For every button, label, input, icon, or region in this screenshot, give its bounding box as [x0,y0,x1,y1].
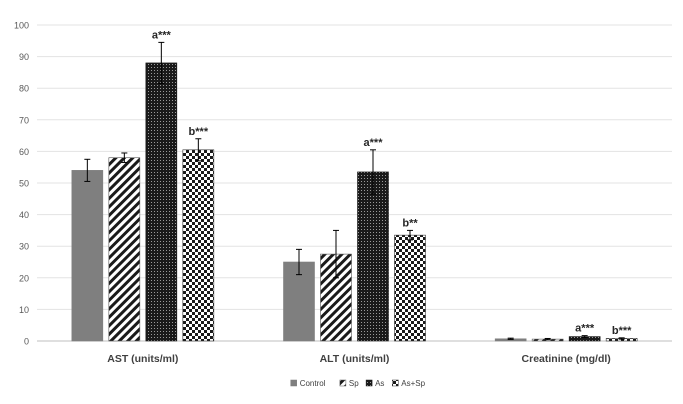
y-tick-label: 40 [19,210,29,220]
legend-label: As [375,379,384,388]
legend-swatch [290,379,297,387]
significance-label: b** [402,217,418,229]
x-category-label: AST (units/ml) [107,353,178,365]
error-bar-as-sp-alt-units-ml [407,229,413,241]
legend-item-sp: Sp [339,379,359,388]
y-tick-label: 10 [19,305,29,315]
error-bar-control-creatinine-mg-dl [507,337,514,340]
x-category-label: ALT (units/ml) [320,353,390,365]
legend: Control Sp As As+Sp [290,379,426,388]
bar-as-sp-ast-units-ml [182,149,215,342]
legend-label: Control [300,379,326,388]
significance-label: a*** [575,323,595,335]
y-tick-label: 20 [19,273,29,283]
legend-item-control: Control [290,379,326,388]
x-axis-categories: AST (units/ml) ALT (units/ml) Creatinine (… [107,353,611,365]
y-tick-label: 0 [24,337,29,347]
y-tick-label: 50 [19,179,29,189]
y-axis-ticks: 0 10 20 30 40 50 60 70 80 90 100 [14,21,29,347]
legend-label: Sp [349,379,359,388]
error-bar-as-alt-units-ml [370,149,376,195]
bar-as-alt-units-ml [357,171,389,342]
error-bar-sp-ast-units-ml [121,152,128,163]
y-tick-label: 30 [19,242,29,252]
y-tick-label: 100 [14,21,29,31]
error-bar-sp-alt-units-ml [333,229,339,279]
error-bar-as-sp-creatinine-mg-dl [618,337,625,340]
significance-label: b*** [189,126,209,138]
error-bar-as-sp-ast-units-ml [195,138,202,162]
legend-item-as-sp: As+Sp [392,379,426,388]
significance-label: a*** [364,137,384,149]
legend-label: As+Sp [401,379,425,388]
gridlines [37,24,672,342]
error-bar-as-ast-units-ml [158,41,165,84]
bars: a*** b*** a*** b** a*** b*** [71,29,638,342]
error-bar-as-creatinine-mg-dl [581,335,588,339]
x-category-label: Creatinine (mg/dl) [522,353,611,365]
bar-control-ast-units-ml [71,170,104,342]
y-tick-label: 90 [19,52,29,62]
significance-label: a*** [152,29,172,41]
legend-swatch [392,379,399,387]
error-bar-sp-creatinine-mg-dl [544,337,551,341]
y-tick-label: 80 [19,84,29,94]
legend-item-as: As [365,379,384,388]
significance-label: b*** [612,325,632,337]
y-tick-label: 60 [19,147,29,157]
bar-sp-ast-units-ml [108,157,141,342]
error-bar-control-alt-units-ml [296,248,302,276]
legend-swatch [339,379,347,387]
bar-as-ast-units-ml [145,62,178,342]
bar-as-sp-alt-units-ml [394,234,426,342]
bar-control-alt-units-ml [283,261,315,342]
error-bar-control-ast-units-ml [84,158,91,182]
y-tick-label: 70 [19,115,29,125]
legend-swatch [365,379,373,387]
